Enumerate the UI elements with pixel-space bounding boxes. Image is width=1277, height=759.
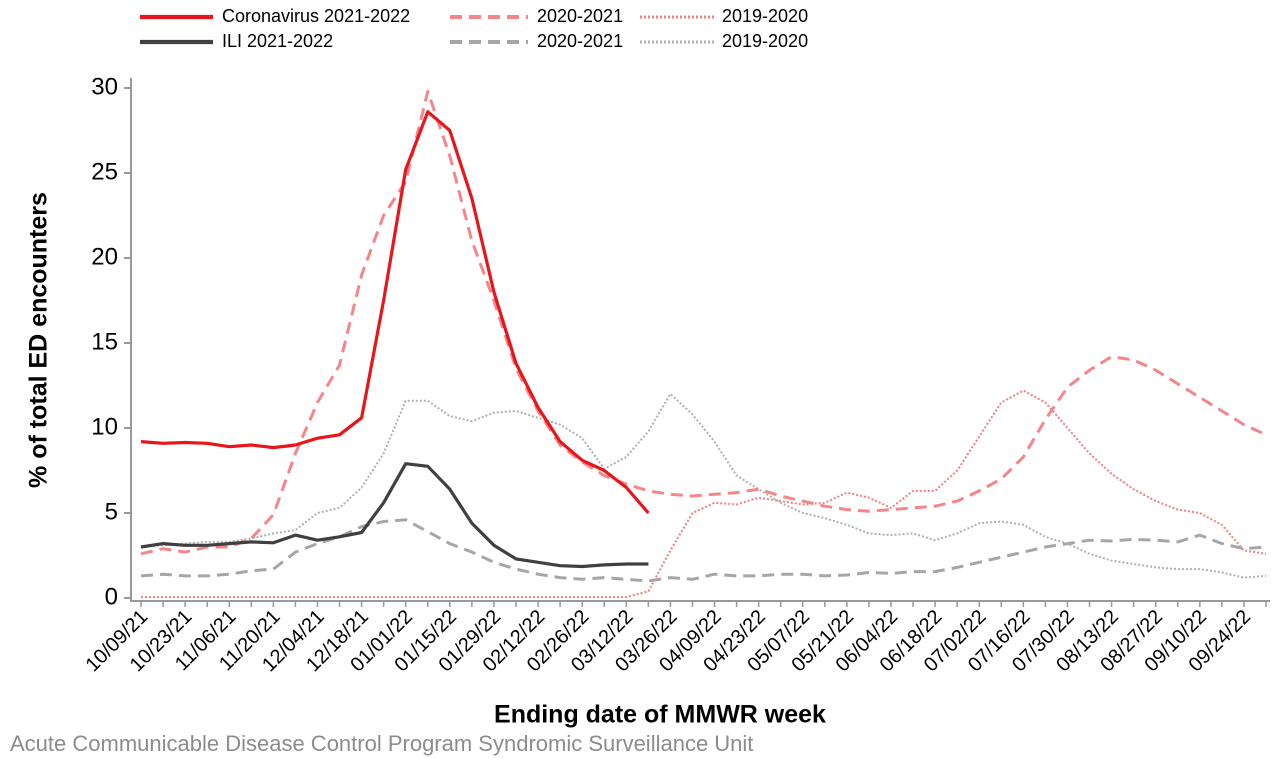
y-tick-label: 0 bbox=[105, 583, 118, 610]
legend-label: 2020-2021 bbox=[537, 31, 623, 51]
source-note: Acute Communicable Disease Control Progr… bbox=[10, 731, 753, 756]
legend-label: 2020-2021 bbox=[537, 6, 623, 26]
y-tick-label: 20 bbox=[91, 243, 118, 270]
y-tick-label: 10 bbox=[91, 413, 118, 440]
series-line bbox=[140, 462, 649, 569]
x-axis-title: Ending date of MMWR week bbox=[494, 701, 826, 729]
series-line bbox=[140, 89, 1267, 556]
y-tick-label: 30 bbox=[91, 73, 118, 100]
series-line bbox=[141, 389, 1267, 599]
legend-label: Coronavirus 2021-2022 bbox=[222, 6, 410, 26]
legend-label: 2019-2020 bbox=[722, 31, 808, 51]
series-line bbox=[140, 518, 1267, 583]
y-axis-title: % of total ED encounters bbox=[25, 192, 53, 488]
y-tick-label: 25 bbox=[91, 158, 118, 185]
legend-label: 2019-2020 bbox=[722, 6, 808, 26]
series-line bbox=[140, 393, 1267, 579]
y-tick-label: 5 bbox=[105, 498, 118, 525]
y-tick-label: 15 bbox=[91, 328, 118, 355]
series-line bbox=[140, 110, 650, 515]
legend-label: ILI 2021-2022 bbox=[222, 31, 333, 51]
